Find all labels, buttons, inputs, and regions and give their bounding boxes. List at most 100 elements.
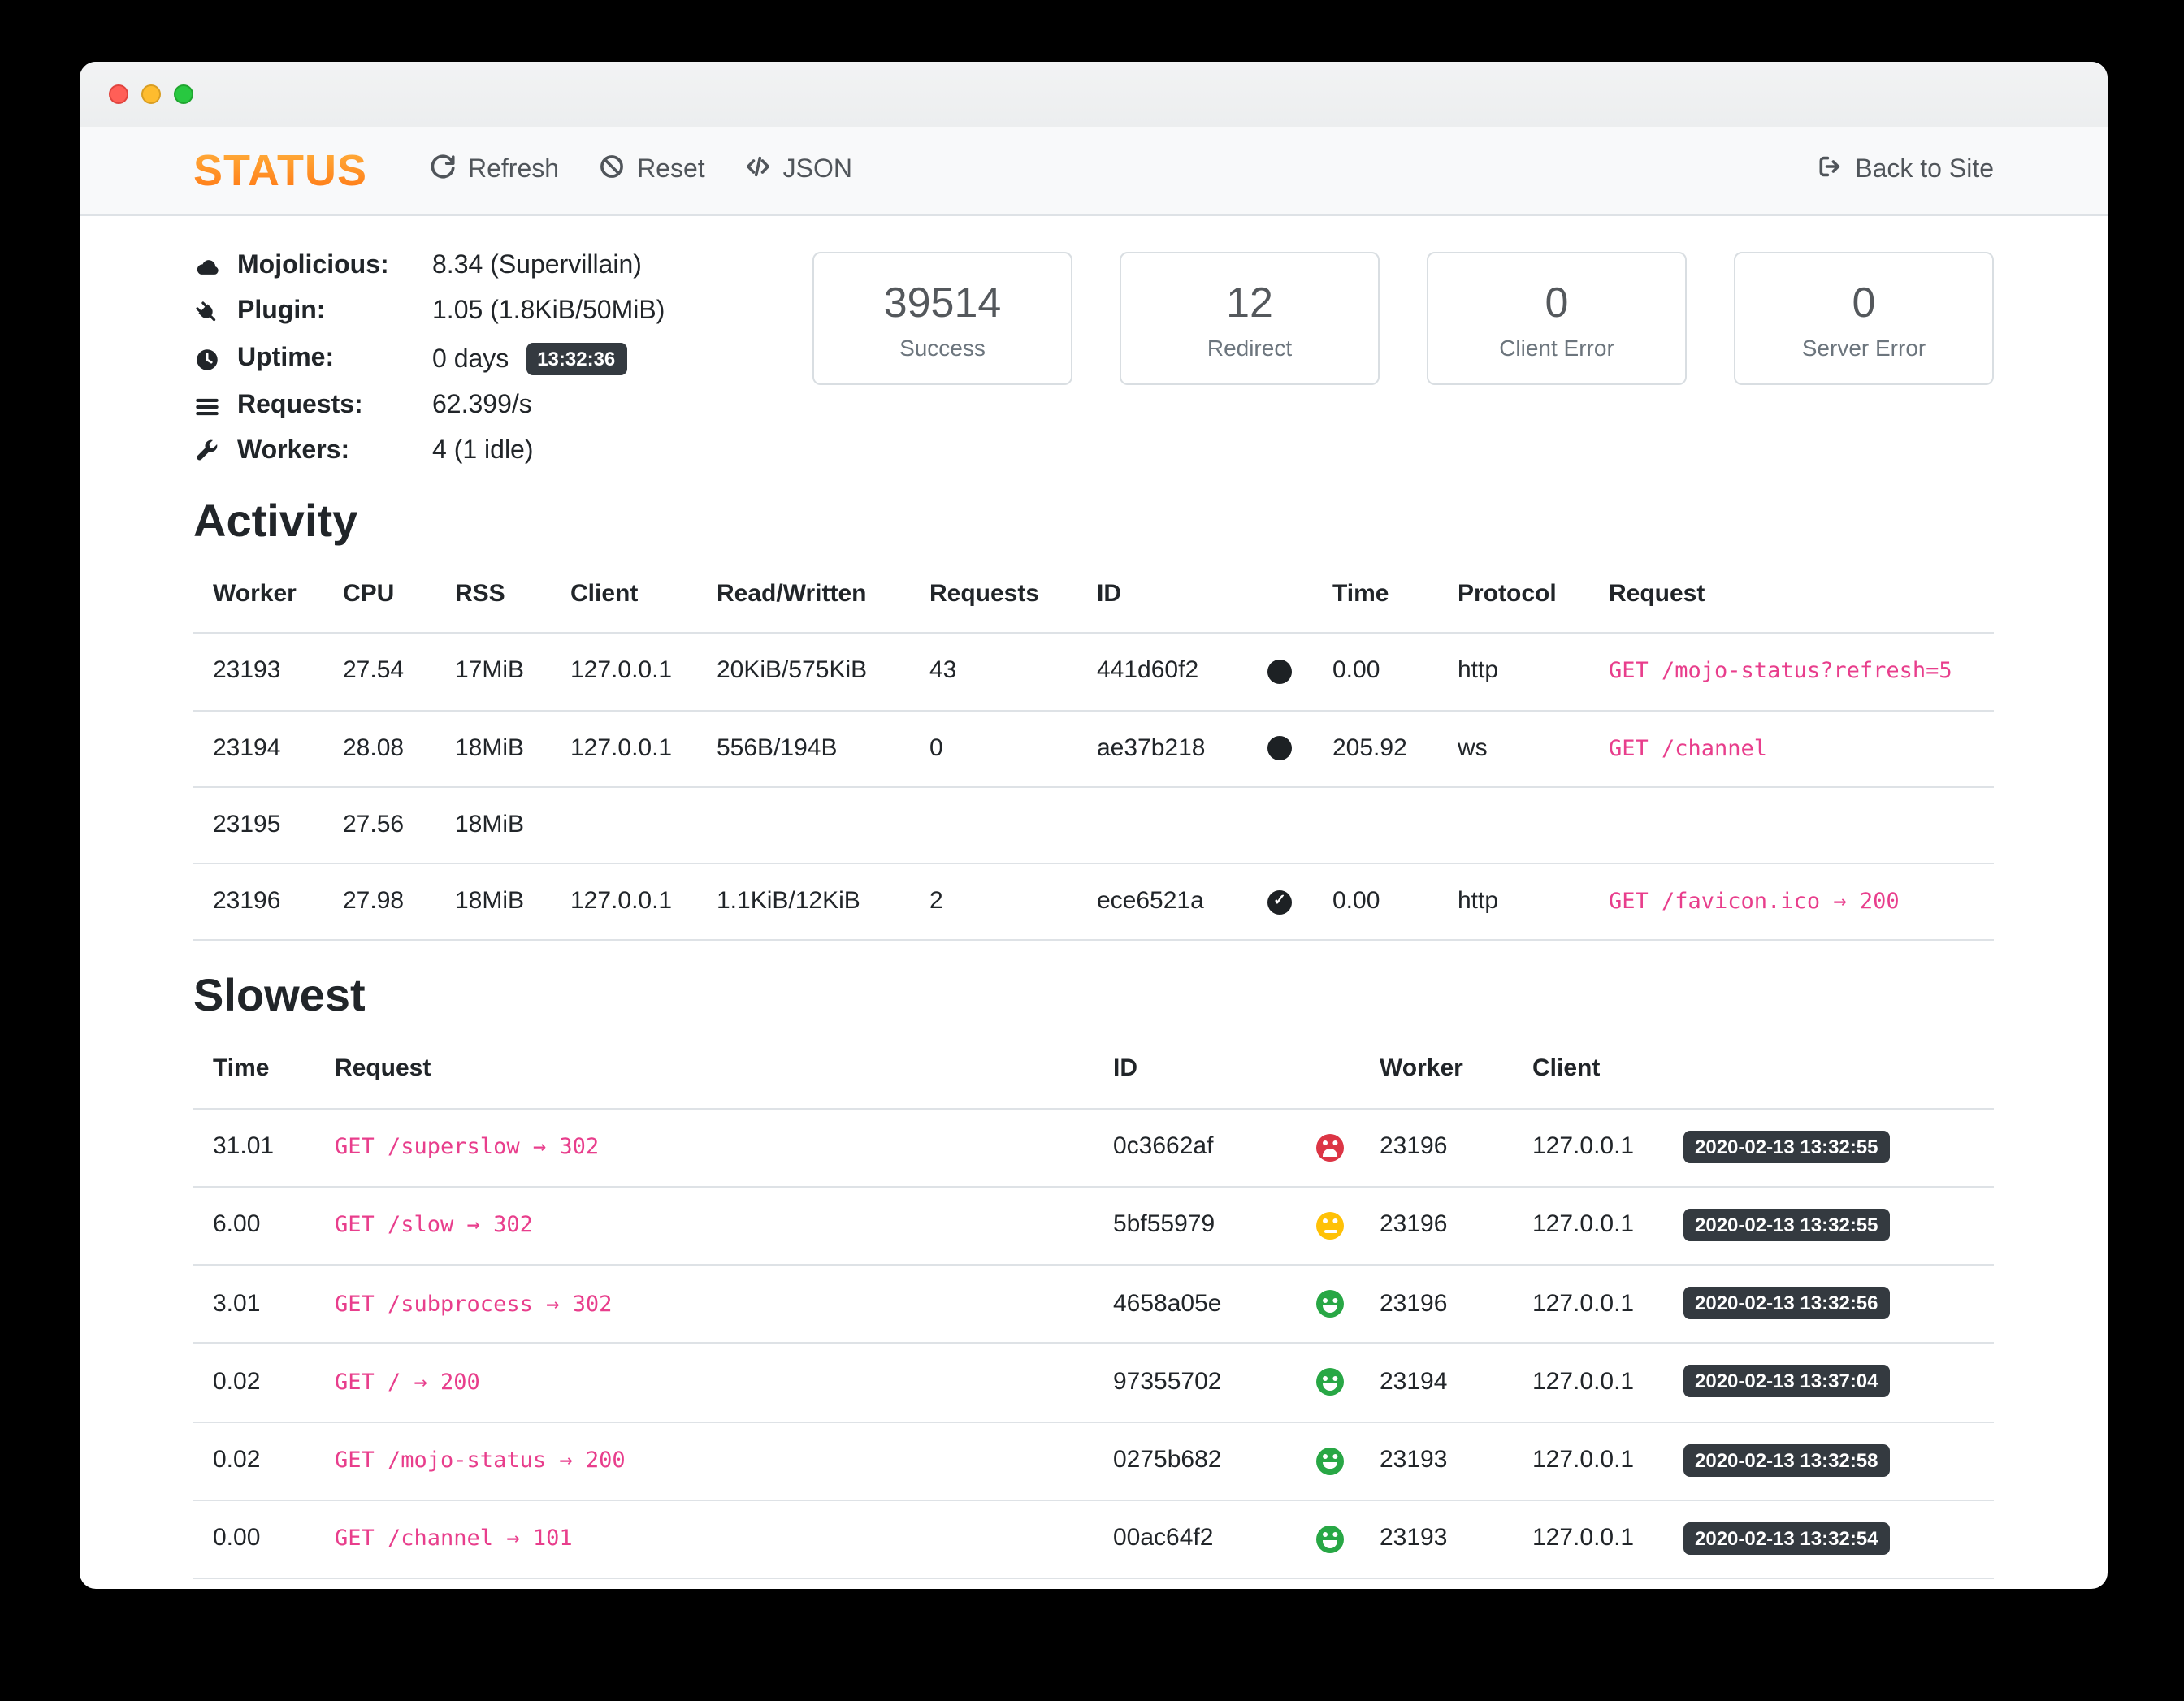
slowest-row: 0.02 GET / → 200 97355702 23194 127.0.0.… <box>193 1344 1994 1422</box>
cell-requests: 43 <box>930 656 957 685</box>
cell-id: 97355702 <box>1113 1367 1222 1396</box>
cell-request: GET /mojo-status → 200 <box>335 1448 626 1474</box>
cell-cpu: 27.56 <box>343 810 405 838</box>
cell-worker: 23196 <box>1380 1289 1448 1317</box>
app-window: STATUS Refresh Reset JSON <box>80 62 2108 1589</box>
slowest-table: Time Request ID Worker Client 31.01 GET … <box>193 1032 1994 1580</box>
cell-read-written: 556B/194B <box>717 734 838 761</box>
cell-requests <box>910 787 1077 864</box>
cell-worker: 23196 <box>1380 1210 1448 1239</box>
stat-card-redirect: 12 Redirect <box>1120 252 1380 385</box>
cell-worker: 23196 <box>1380 1132 1448 1160</box>
smile-face-icon <box>1316 1290 1344 1318</box>
cell-id <box>1077 787 1248 864</box>
redirect-count: 12 <box>1226 277 1273 326</box>
slowest-row: 6.00 GET /slow → 302 5bf55979 23196 127.… <box>193 1187 1994 1266</box>
json-label: JSON <box>782 156 852 184</box>
cell-time: 0.00 <box>1332 656 1380 685</box>
cell-protocol: http <box>1458 656 1499 685</box>
sad-face-icon <box>1316 1133 1344 1162</box>
cell-status <box>1248 634 1313 711</box>
slowest-heading: Slowest <box>193 970 366 1021</box>
success-label: Success <box>899 334 986 360</box>
cell-timestamp: 2020-02-13 13:32:54 <box>1664 1500 1994 1579</box>
cell-client: 127.0.0.1 <box>570 887 673 915</box>
cell-protocol: ws <box>1458 734 1488 761</box>
cell-time: 0.02 <box>213 1446 261 1474</box>
server-error-count: 0 <box>1852 277 1876 326</box>
cell-rss: 17MiB <box>455 656 525 685</box>
cell-id: ece6521a <box>1097 887 1204 915</box>
col-request: Request <box>335 1054 431 1083</box>
cell-time: 6.00 <box>213 1210 261 1239</box>
col-requests: Requests <box>930 580 1040 608</box>
cell-request: GET /channel → 101 <box>335 1526 573 1552</box>
cell-id: 5bf55979 <box>1113 1210 1216 1239</box>
cell-client: 127.0.0.1 <box>1532 1289 1635 1317</box>
cell-time <box>1313 787 1438 864</box>
cell-timestamp: 2020-02-13 13:32:58 <box>1664 1422 1994 1500</box>
code-icon <box>744 153 772 188</box>
cell-time: 3.01 <box>213 1289 261 1317</box>
activity-header-row: Worker CPU RSS Client Read/Written Reque… <box>193 557 1994 634</box>
cell-timestamp: 2020-02-13 13:32:55 <box>1664 1187 1994 1266</box>
activity-row: 23193 27.54 17MiB 127.0.0.1 20KiB/575KiB… <box>193 634 1994 711</box>
clock-icon <box>193 345 237 373</box>
server-info-list: Mojolicious: 8.34 (Supervillain) Plugin:… <box>193 252 665 466</box>
reset-button[interactable]: Reset <box>598 153 705 188</box>
activity-row: 23196 27.98 18MiB 127.0.0.1 1.1KiB/12KiB… <box>193 863 1994 941</box>
cell-request: GET /subprocess → 302 <box>335 1291 613 1318</box>
close-button[interactable] <box>109 84 128 104</box>
activity-row: 23194 28.08 18MiB 127.0.0.1 556B/194B 0 … <box>193 710 1994 787</box>
stat-card-server-error: 0 Server Error <box>1734 252 1994 385</box>
cell-time: 31.01 <box>213 1132 275 1160</box>
cell-requests: 2 <box>930 887 943 915</box>
json-button[interactable]: JSON <box>744 153 852 188</box>
cell-cpu: 27.98 <box>343 887 405 915</box>
client-error-label: Client Error <box>1499 334 1614 360</box>
cell-id: 0275b682 <box>1113 1446 1222 1474</box>
info-value-mojolicious: 8.34 (Supervillain) <box>432 252 642 279</box>
activity-heading: Activity <box>193 496 358 546</box>
stat-card-success: 39514 Success <box>812 252 1072 385</box>
cell-id: 0c3662af <box>1113 1132 1214 1160</box>
cell-mood <box>1297 1265 1360 1344</box>
zoom-button[interactable] <box>174 84 193 104</box>
timestamp-badge: 2020-02-13 13:32:58 <box>1684 1443 1890 1476</box>
cell-status <box>1248 863 1313 941</box>
info-value-plugin: 1.05 (1.8KiB/50MiB) <box>432 297 665 325</box>
cell-cpu: 27.54 <box>343 656 405 685</box>
cell-client: 127.0.0.1 <box>1532 1446 1635 1474</box>
status-check-icon <box>1268 889 1292 915</box>
cell-worker: 23194 <box>1380 1367 1448 1396</box>
cell-id: 4658a05e <box>1113 1289 1222 1317</box>
cell-time: 0.00 <box>213 1524 261 1552</box>
smile-face-icon <box>1316 1447 1344 1475</box>
back-to-site-link[interactable]: Back to Site <box>1816 153 1994 188</box>
col-client: Client <box>570 580 639 608</box>
col-rss: RSS <box>455 580 505 608</box>
status-circle-icon <box>1268 736 1292 761</box>
stat-card-client-error: 0 Client Error <box>1427 252 1687 385</box>
ban-icon <box>598 153 626 188</box>
refresh-label: Refresh <box>468 156 560 184</box>
cell-time: 0.02 <box>213 1367 261 1396</box>
timestamp-badge: 2020-02-13 13:32:54 <box>1684 1521 1890 1555</box>
cell-client: 127.0.0.1 <box>1532 1367 1635 1396</box>
minimize-button[interactable] <box>141 84 161 104</box>
timestamp-badge: 2020-02-13 13:32:56 <box>1684 1287 1890 1319</box>
wrench-icon <box>193 438 237 465</box>
slowest-row: 31.01 GET /superslow → 302 0c3662af 2319… <box>193 1108 1994 1187</box>
col-read-written: Read/Written <box>717 580 867 608</box>
cell-status <box>1248 787 1313 864</box>
cell-status <box>1248 710 1313 787</box>
server-error-label: Server Error <box>1801 334 1926 360</box>
cell-request: GET /channel <box>1609 735 1768 762</box>
col-id: ID <box>1113 1054 1138 1083</box>
cell-worker: 23193 <box>213 656 281 685</box>
cell-client: 127.0.0.1 <box>1532 1210 1635 1239</box>
smile-face-icon <box>1316 1368 1344 1396</box>
refresh-button[interactable]: Refresh <box>429 153 559 188</box>
cell-protocol: http <box>1458 887 1499 915</box>
